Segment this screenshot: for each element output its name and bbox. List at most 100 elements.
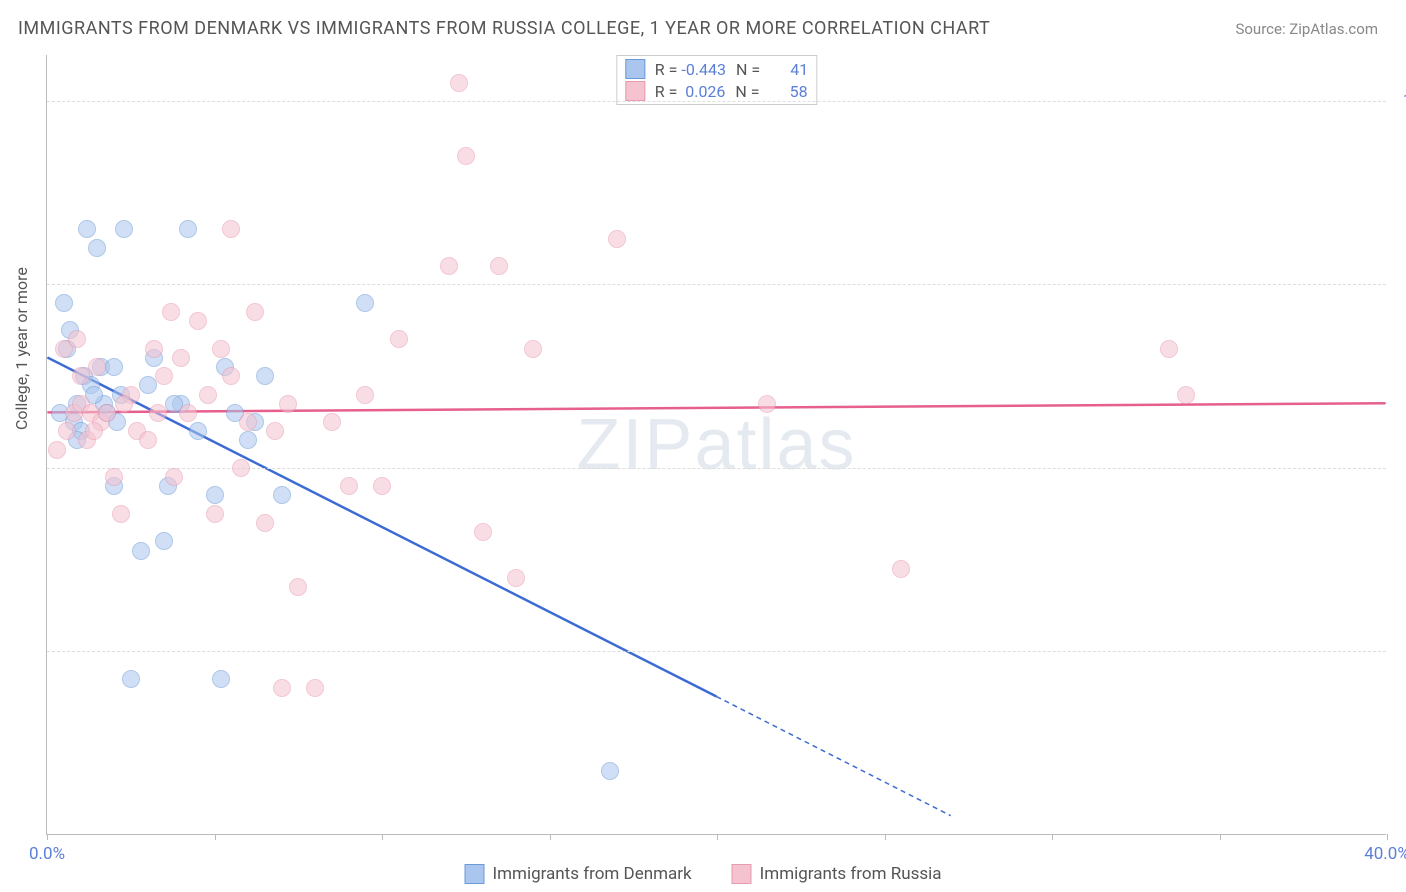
scatter-point-denmark [273,486,291,504]
scatter-point-russia [165,468,183,486]
scatter-point-russia [457,147,475,165]
scatter-point-russia [507,569,525,587]
x-tick-label: 0.0% [29,844,65,864]
bottom-legend-item: Immigrants from Denmark [465,864,692,884]
scatter-point-denmark [601,762,619,780]
scatter-point-russia [266,422,284,440]
legend-swatch-icon [625,59,645,79]
stat-n: N = 58 [735,82,807,101]
legend-label: Immigrants from Denmark [493,864,692,884]
scatter-point-russia [289,578,307,596]
scatter-point-russia [145,340,163,358]
scatter-point-denmark [132,542,150,560]
scatter-point-russia [273,679,291,697]
scatter-point-denmark [155,532,173,550]
scatter-point-russia [155,367,173,385]
scatter-point-russia [246,303,264,321]
scatter-point-denmark [122,670,140,688]
x-tick-mark [47,834,48,840]
stat-n: N = 41 [736,60,808,79]
gridline-horizontal [47,651,1386,652]
scatter-point-russia [162,303,180,321]
scatter-point-denmark [356,294,374,312]
stat-r: R = 0.026 [655,82,726,101]
scatter-point-denmark [105,358,123,376]
x-tick-mark [382,834,383,840]
scatter-point-russia [1160,340,1178,358]
scatter-point-russia [279,395,297,413]
trend-line-russia [47,403,1385,412]
stats-row-denmark: R = -0.443 N = 41 [625,58,808,80]
scatter-point-denmark [88,239,106,257]
scatter-point-russia [212,340,230,358]
scatter-point-russia [373,477,391,495]
scatter-point-russia [48,441,66,459]
chart-plot-area: ZIPatlas R = -0.443 N = 41 R = 0.026 N = 58… [46,55,1386,835]
y-axis-label: College, 1 year or more [12,267,31,430]
scatter-point-russia [340,477,358,495]
scatter-point-russia [892,560,910,578]
scatter-point-russia [72,367,90,385]
scatter-point-russia [206,505,224,523]
x-tick-mark [1387,834,1388,840]
scatter-point-russia [105,468,123,486]
scatter-point-denmark [189,422,207,440]
scatter-point-russia [490,257,508,275]
bottom-legend-item: Immigrants from Russia [732,864,942,884]
stats-legend: R = -0.443 N = 41 R = 0.026 N = 58 [616,55,817,105]
x-tick-mark [1220,834,1221,840]
scatter-point-russia [222,220,240,238]
scatter-point-russia [179,404,197,422]
scatter-point-russia [199,386,217,404]
source-label: Source: ZipAtlas.com [1235,20,1378,38]
scatter-point-russia [115,395,133,413]
scatter-point-russia [149,404,167,422]
scatter-point-russia [58,422,76,440]
x-tick-mark [550,834,551,840]
scatter-point-denmark [78,220,96,238]
scatter-point-denmark [55,294,73,312]
scatter-point-russia [239,413,257,431]
scatter-point-russia [306,679,324,697]
chart-title: IMMIGRANTS FROM DENMARK VS IMMIGRANTS FR… [18,18,990,39]
scatter-point-denmark [115,220,133,238]
scatter-point-russia [98,404,116,422]
legend-swatch-icon [732,864,752,884]
scatter-point-russia [608,230,626,248]
scatter-point-denmark [179,220,197,238]
scatter-point-russia [68,330,86,348]
scatter-point-russia [1177,386,1195,404]
trend-line-denmark [47,357,716,696]
x-tick-mark [1052,834,1053,840]
trend-line-dash-denmark [717,697,951,816]
scatter-point-denmark [239,431,257,449]
scatter-point-russia [112,505,130,523]
legend-label: Immigrants from Russia [760,864,942,884]
scatter-point-russia [189,312,207,330]
watermark: ZIPatlas [576,404,856,486]
scatter-point-russia [85,422,103,440]
stats-row-russia: R = 0.026 N = 58 [625,80,808,102]
x-tick-mark [215,834,216,840]
scatter-point-russia [474,523,492,541]
x-tick-label: 40.0% [1364,844,1406,864]
scatter-point-russia [390,330,408,348]
scatter-point-russia [356,386,374,404]
legend-swatch-icon [465,864,485,884]
scatter-point-denmark [139,376,157,394]
scatter-point-russia [139,431,157,449]
scatter-point-russia [172,349,190,367]
scatter-point-denmark [206,486,224,504]
scatter-point-russia [450,74,468,92]
scatter-point-russia [232,459,250,477]
stat-r: R = -0.443 [655,60,726,79]
scatter-point-denmark [212,670,230,688]
scatter-point-russia [440,257,458,275]
scatter-point-denmark [256,367,274,385]
scatter-point-russia [524,340,542,358]
scatter-point-russia [88,358,106,376]
x-tick-mark [717,834,718,840]
bottom-legend: Immigrants from Denmark Immigrants from R… [465,864,942,884]
scatter-point-russia [323,413,341,431]
x-tick-mark [885,834,886,840]
